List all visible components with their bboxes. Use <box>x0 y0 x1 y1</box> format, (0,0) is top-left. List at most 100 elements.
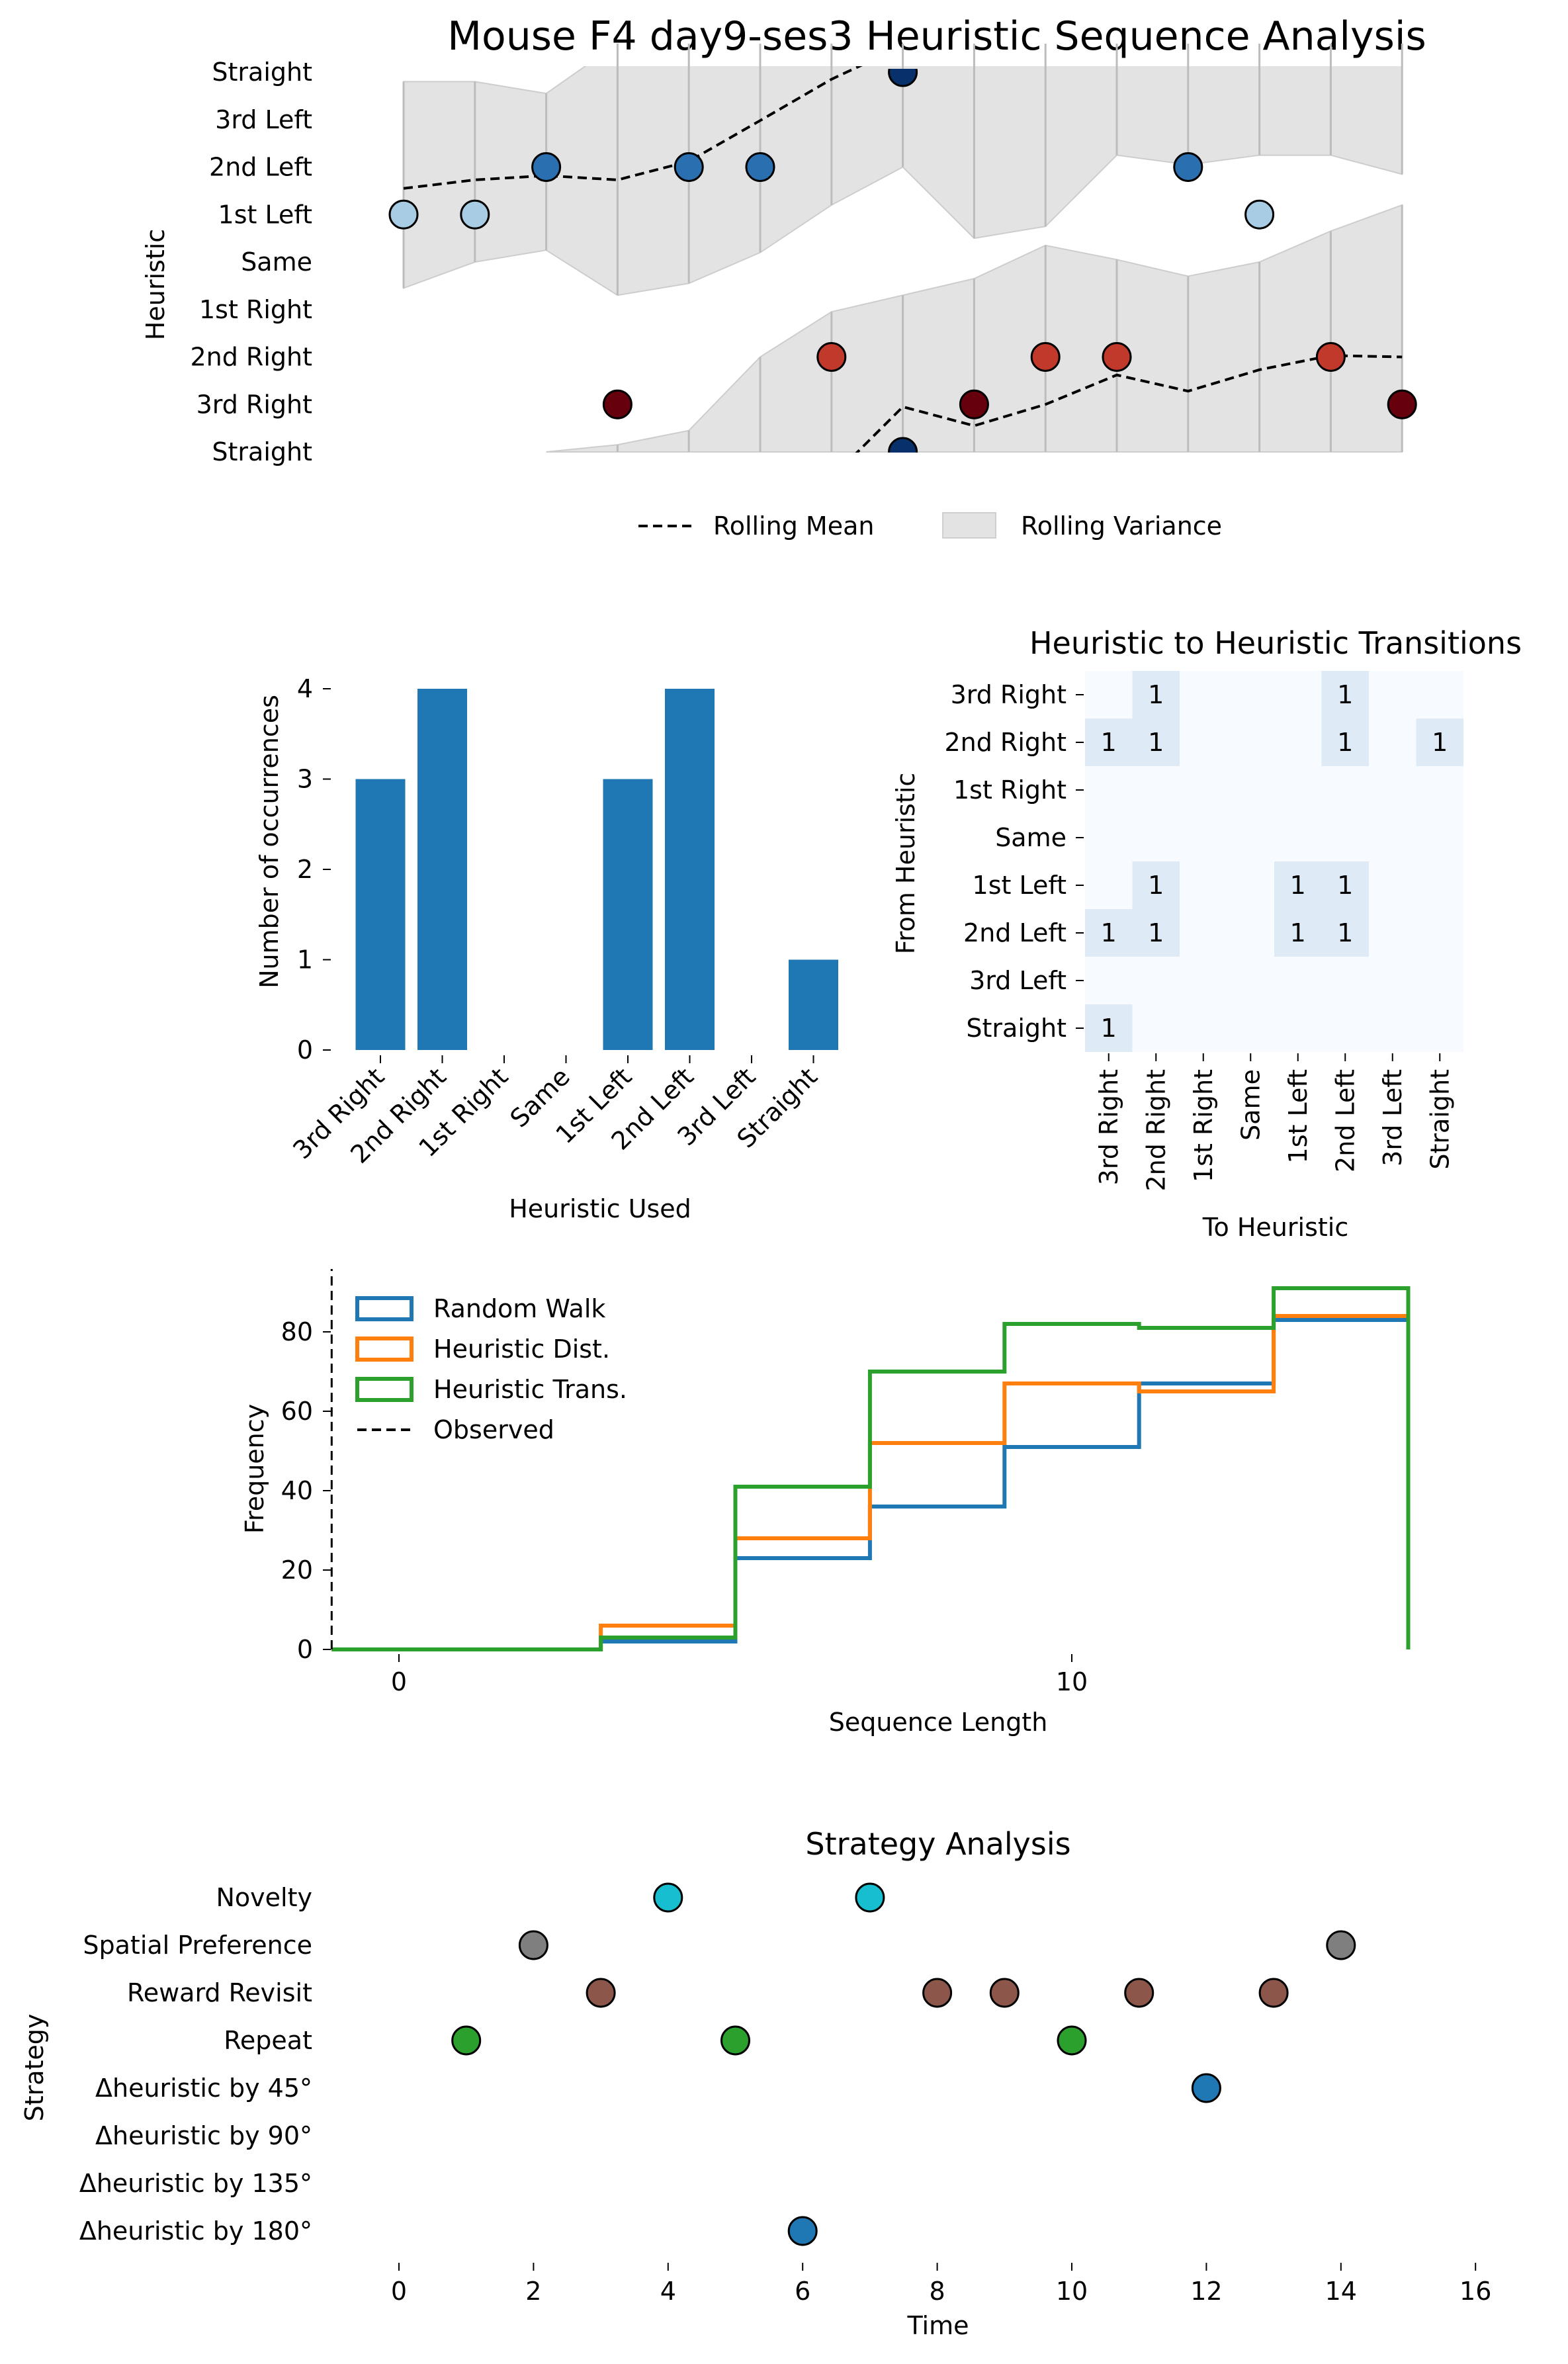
bar-y-tick-label: 0 <box>297 1035 313 1065</box>
heuristic-point <box>531 152 562 182</box>
bar <box>789 959 838 1050</box>
heatmap-cell <box>1132 719 1180 766</box>
hist-y-tick-label: 60 <box>281 1397 313 1426</box>
bar-y-tick-label: 1 <box>297 945 313 975</box>
heuristic-tick-label: 3rd Left <box>215 105 312 134</box>
heuristic-tick-label: Straight <box>212 58 312 87</box>
heuristic-point <box>460 199 490 230</box>
heuristic-tick-label: 1st Right <box>199 295 312 324</box>
hist-legend-swatch <box>355 1296 414 1321</box>
heatmap-y-tick-label: 2nd Right <box>944 728 1067 757</box>
hist-series-line <box>331 1286 1411 1651</box>
heatmap-cell-label: 1 <box>1101 918 1117 947</box>
strategy-tick-label: Spatial Preference <box>83 1931 312 1960</box>
heatmap-cell <box>1321 909 1369 957</box>
heatmap-cell <box>1132 909 1180 957</box>
strategy-point <box>1124 1978 1154 2008</box>
strategy-points <box>451 1882 1356 2246</box>
bar-y-tick-label: 4 <box>297 674 313 703</box>
bar <box>417 689 467 1050</box>
rolling-mean-segment <box>855 354 1403 453</box>
strategy-tick-label: Δheuristic by 135° <box>79 2169 312 2198</box>
hist-y-tick-label: 0 <box>297 1635 313 1664</box>
strategy-x-tick-label: 12 <box>1190 2277 1222 2306</box>
transition-heatmap-panel: Heuristic to Heuristic Transitions 1 1 1 1 1… <box>891 625 1522 1242</box>
hist-legend-label: Observed <box>433 1415 554 1444</box>
heatmap-cell-label: 1 <box>1148 680 1164 709</box>
heatmap-x-tick-label: 3rd Left <box>1378 1069 1407 1166</box>
bar-y-tick-label: 2 <box>297 855 313 884</box>
heatmap-cell-label: 1 <box>1337 918 1353 947</box>
strategy-x-axis-title: Time <box>907 2311 969 2340</box>
heatmap-y-tick-label: Same <box>995 823 1067 852</box>
heatmap-y-axis-title: From Heuristic <box>891 773 920 955</box>
strategy-x-tick-label: 14 <box>1325 2277 1357 2306</box>
heuristic-tick-label: 3rd Right <box>196 390 312 419</box>
heuristic-point <box>1315 342 1346 372</box>
heatmap-cell <box>1085 1004 1133 1052</box>
strategy-x-tick-label: 6 <box>795 2277 810 2306</box>
heatmap-x-tick-label: Straight <box>1425 1069 1454 1170</box>
bar <box>603 779 653 1050</box>
strategy-point <box>1191 2073 1221 2103</box>
heuristic-point <box>1173 152 1203 182</box>
heuristic-point <box>888 69 918 87</box>
heuristic-sequence-panel: Straight 3rd Left 2nd Left 1st Left Same 1st … <box>141 43 1417 541</box>
heatmap-cell <box>1321 861 1369 909</box>
histogram-series <box>330 1269 1411 1651</box>
hist-y-tick-label: 20 <box>281 1555 313 1585</box>
heatmap-y-tick-label: 3rd Right <box>951 680 1067 709</box>
figure-title: Mouse F4 day9-ses3 Heuristic Sequence An… <box>447 13 1426 60</box>
strategy-point <box>451 2025 482 2056</box>
heatmap-x-tick-label: 3rd Right <box>1094 1069 1123 1185</box>
hist-legend-swatch <box>355 1377 414 1402</box>
heatmap-cell <box>1274 909 1322 957</box>
heatmap-cell-label: 1 <box>1148 728 1164 757</box>
heuristic-tick-label: 2nd Right <box>190 343 312 372</box>
histogram-axes: 0 20 40 60 80 0 10 <box>281 1317 1088 1696</box>
heatmap-cells: 1 1 1 1 1 1 1 1 1 1 1 1 1 1 <box>1085 671 1463 1052</box>
rolling-mean-line <box>403 66 1403 453</box>
legend-rolling-variance-label: Rolling Variance <box>1021 511 1222 541</box>
strategy-point <box>1326 1930 1356 1960</box>
heatmap-x-tick-label: 2nd Left <box>1330 1069 1360 1172</box>
strategy-axes: Novelty Spatial Preference Reward Revisit R… <box>79 1883 1492 2306</box>
heatmap-cell-label: 1 <box>1432 728 1448 757</box>
heatmap-y-tick-label: Straight <box>966 1014 1067 1043</box>
strategy-point <box>720 2025 750 2056</box>
heuristic-tick-label: 2nd Left <box>209 153 312 182</box>
heuristic-point <box>1102 342 1132 372</box>
heatmap-cell-label: 1 <box>1290 871 1306 900</box>
sequence-legend: Rolling Mean Rolling Variance <box>638 511 1222 541</box>
strategy-y-axis-title: Strategy <box>20 2014 49 2122</box>
heuristic-point <box>745 152 775 182</box>
strategy-point <box>989 1978 1020 2008</box>
heatmap-cell-label: 1 <box>1148 918 1164 947</box>
sequence-length-panel: 0 20 40 60 80 0 10 Sequence Length Frequency R… <box>240 1269 1411 1737</box>
bar <box>665 689 715 1050</box>
strategy-tick-label: Δheuristic by 180° <box>79 2216 312 2246</box>
heatmap-labels: 3rd Right 2nd Right 1st Right Same 1st Left 2… <box>944 680 1454 1192</box>
heatmap-y-tick-label: 3rd Left <box>969 966 1067 995</box>
heatmap-cell <box>1132 861 1180 909</box>
heatmap-x-axis-title: To Heuristic <box>1202 1213 1348 1242</box>
legend-rolling-variance-swatch <box>942 512 996 539</box>
strategy-point <box>1057 2025 1087 2056</box>
hist-y-tick-label: 80 <box>281 1317 313 1346</box>
heuristic-point <box>816 342 847 372</box>
heatmap-cell-label: 1 <box>1290 918 1306 947</box>
histogram-x-axis-title: Sequence Length <box>829 1708 1048 1737</box>
hist-legend-swatch <box>355 1336 414 1362</box>
heatmap-title: Heuristic to Heuristic Transitions <box>1029 625 1522 661</box>
heatmap-y-tick-label: 2nd Left <box>963 918 1067 947</box>
heatmap-cell <box>1132 671 1180 719</box>
heatmap-cell <box>1321 671 1369 719</box>
strategy-tick-label: Δheuristic by 90° <box>95 2121 312 2150</box>
heuristic-point <box>1387 389 1417 419</box>
bar-y-axis-title: Number of occurrences <box>255 695 284 988</box>
heuristic-point <box>1244 199 1275 230</box>
hist-legend-label: Heuristic Dist. <box>433 1335 610 1364</box>
strategy-point <box>1258 1978 1289 2008</box>
heuristic-points <box>388 69 1417 453</box>
